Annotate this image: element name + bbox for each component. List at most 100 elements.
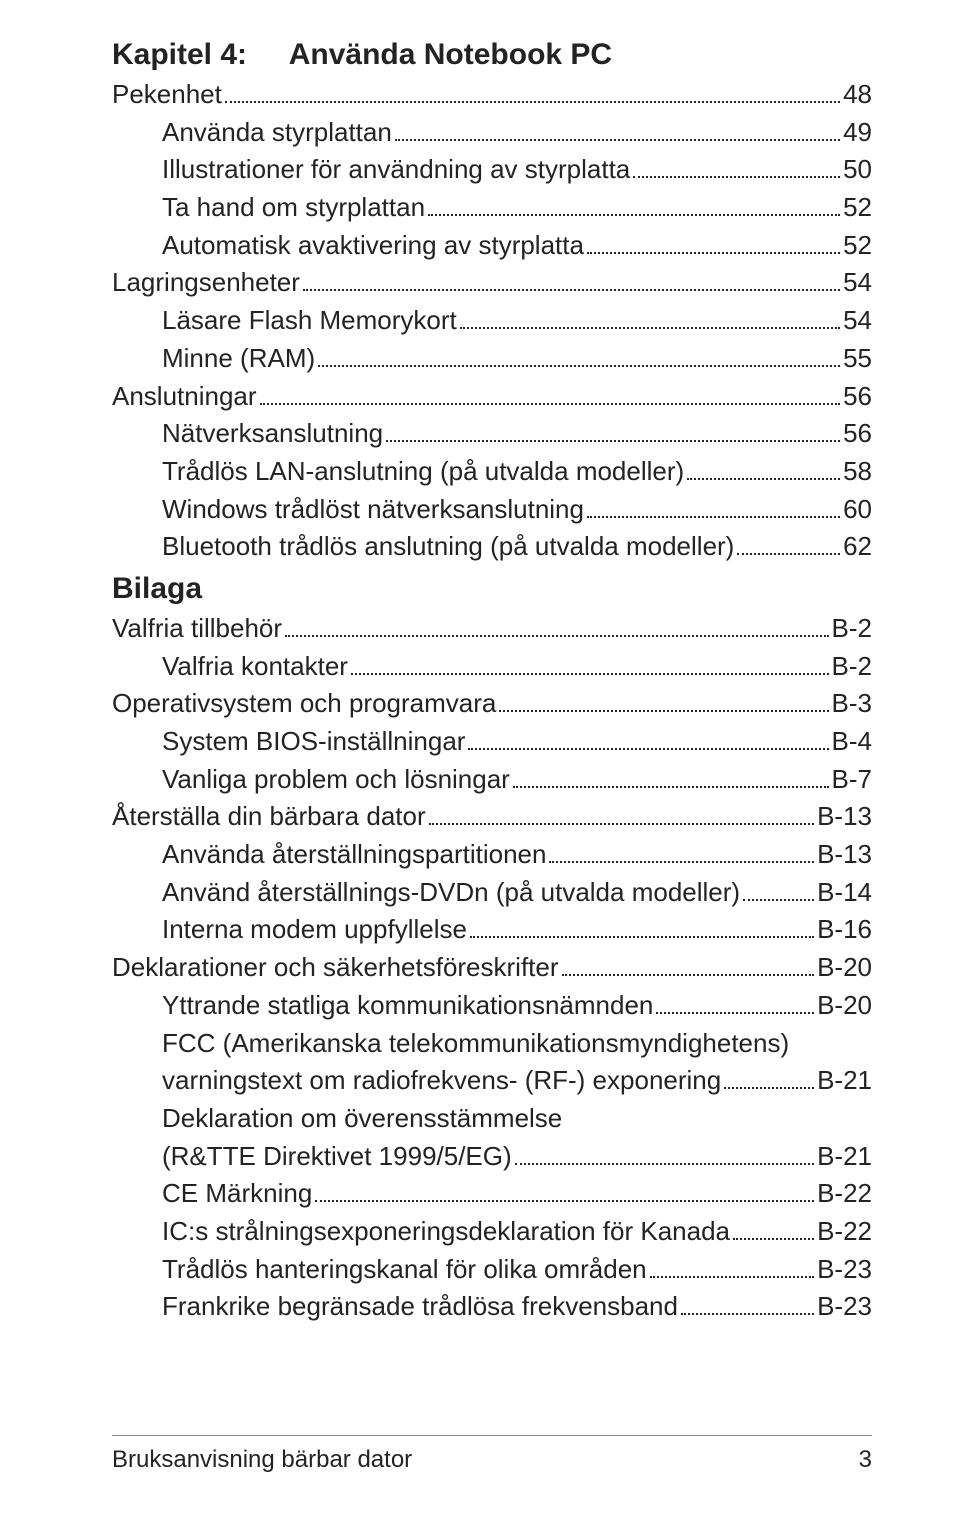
toc-entry: Använda styrplattan 49 — [112, 114, 872, 152]
toc-page-number: 52 — [843, 189, 872, 227]
page: Kapitel 4: Använda Notebook PC Pekenhet4… — [0, 0, 960, 1518]
toc-label: Trådlös hanteringskanal för olika område… — [162, 1251, 647, 1289]
toc-entry: Bluetooth trådlös anslutning (på utvalda… — [112, 528, 872, 566]
footer-left: Bruksanvisning bärbar dator — [112, 1446, 412, 1474]
toc-leader — [460, 306, 840, 329]
toc-leader — [315, 1179, 814, 1202]
toc-page-number: 62 — [843, 528, 872, 566]
toc-leader — [395, 117, 840, 140]
toc-label: Minne (RAM) — [162, 340, 315, 378]
toc-entry-multiline: Deklaration om överensstämmelse(R&TTE Di… — [112, 1100, 872, 1175]
toc-entry-multiline: FCC (Amerikanska telekommunikationsmyndi… — [112, 1025, 872, 1100]
toc-entry: Använda återställningspartitionenB-13 — [112, 836, 872, 874]
toc-page-number: B-13 — [817, 798, 872, 836]
toc-label: Lagringsenheter — [112, 264, 300, 302]
toc-page-number: B-21 — [817, 1062, 872, 1100]
toc-label: Operativsystem och programvara — [112, 685, 496, 723]
toc-label: Valfria tillbehör — [112, 610, 282, 648]
toc-entry: Minne (RAM) 55 — [112, 340, 872, 378]
toc-label: Anslutningar — [112, 378, 257, 416]
toc-page-number: 56 — [843, 415, 872, 453]
toc-page-number: 60 — [843, 491, 872, 529]
toc-page-number: B-23 — [817, 1251, 872, 1289]
toc-entry: Återställa din bärbara datorB-13 — [112, 798, 872, 836]
toc-page-number: B-20 — [817, 949, 872, 987]
toc-entry: System BIOS-inställningar B-4 — [112, 723, 872, 761]
toc-label: Deklaration om överensstämmelse — [162, 1100, 872, 1138]
toc-entry: Ta hand om styrplattan 52 — [112, 189, 872, 227]
toc-entry: Valfria tillbehör B-2 — [112, 610, 872, 648]
toc-leader — [470, 915, 814, 938]
toc-entry: Frankrike begränsade trådlösa frekvensba… — [112, 1288, 872, 1326]
toc-label: Läsare Flash Memorykort — [162, 302, 457, 340]
toc-leader — [351, 651, 829, 674]
toc-leader — [737, 532, 840, 555]
toc-label: Vanliga problem och lösningar — [162, 761, 510, 799]
toc-label: CE Märkning — [162, 1175, 312, 1213]
toc-label: Frankrike begränsade trådlösa frekvensba… — [162, 1288, 678, 1326]
toc-page-number: B-4 — [832, 723, 872, 761]
toc-leader — [515, 1141, 814, 1164]
toc-page-number: 48 — [843, 76, 872, 114]
toc-page-number: 58 — [843, 453, 872, 491]
toc-leader — [650, 1254, 814, 1277]
toc-leader — [656, 990, 814, 1013]
toc-page-number: B-3 — [832, 685, 872, 723]
chapter-label: Kapitel 4: — [112, 38, 247, 72]
toc-label: Ta hand om styrplattan — [162, 189, 425, 227]
toc-page-number: 55 — [843, 340, 872, 378]
toc-leader — [285, 614, 828, 637]
page-footer: Bruksanvisning bärbar dator 3 — [112, 1435, 872, 1474]
toc-entry: Operativsystem och programvara B-3 — [112, 685, 872, 723]
toc-label: System BIOS-inställningar — [162, 723, 465, 761]
toc-entry: Anslutningar 56 — [112, 378, 872, 416]
toc-page-number: 56 — [843, 378, 872, 416]
chapter-gap — [247, 38, 289, 72]
toc-entry: Yttrande statliga kommunikationsnämnden B… — [112, 987, 872, 1025]
toc-label: Windows trådlöst nätverksanslutning — [162, 491, 584, 529]
toc-page-number: B-16 — [817, 911, 872, 949]
toc-entry: Nätverksanslutning 56 — [112, 415, 872, 453]
toc-leader — [687, 456, 840, 479]
toc-page-number: B-20 — [817, 987, 872, 1025]
toc-label: (R&TTE Direktivet 1999/5/EG) — [162, 1138, 512, 1176]
toc-entry: Interna modem uppfyllelse B-16 — [112, 911, 872, 949]
appendix-heading: Bilaga — [112, 572, 872, 606]
toc-leader — [633, 155, 840, 178]
toc-entry: Deklarationer och säkerhetsföreskrifterB… — [112, 949, 872, 987]
toc-leader — [468, 727, 828, 750]
toc-entry: Lagringsenheter54 — [112, 264, 872, 302]
toc-label: Interna modem uppfyllelse — [162, 911, 467, 949]
toc-leader — [562, 953, 815, 976]
toc-entry: Illustrationer för användning av styrpla… — [112, 151, 872, 189]
toc-entry: Pekenhet48 — [112, 76, 872, 114]
toc-entry: IC:s strålningsexponeringsdeklaration fö… — [112, 1213, 872, 1251]
toc-entry: Använd återställnings-DVDn (på utvalda m… — [112, 874, 872, 912]
toc-page-number: 54 — [843, 302, 872, 340]
toc-leader — [587, 494, 840, 517]
toc-leader — [587, 230, 840, 253]
toc-page-number: B-13 — [817, 836, 872, 874]
toc-label: Använd återställnings-DVDn (på utvalda m… — [162, 874, 740, 912]
toc-page-number: B-2 — [832, 648, 872, 686]
toc-page-number: 52 — [843, 227, 872, 265]
toc-entry: Automatisk avaktivering av styrplatta52 — [112, 227, 872, 265]
toc-label: Bluetooth trådlös anslutning (på utvalda… — [162, 528, 734, 566]
toc-entry: Trådlös hanteringskanal för olika område… — [112, 1251, 872, 1289]
toc-leader — [303, 268, 840, 291]
toc-leader — [513, 764, 829, 787]
toc-leader — [733, 1217, 814, 1240]
toc-page-number: 50 — [843, 151, 872, 189]
toc-page-number: B-2 — [832, 610, 872, 648]
toc-page-number: B-23 — [817, 1288, 872, 1326]
toc-label: Nätverksanslutning — [162, 415, 383, 453]
toc-page-number: B-22 — [817, 1175, 872, 1213]
toc-leader — [499, 689, 828, 712]
toc-label: Valfria kontakter — [162, 648, 348, 686]
toc-leader — [743, 877, 814, 900]
toc-label: Använda styrplattan — [162, 114, 392, 152]
toc-label: Illustrationer för användning av styrpla… — [162, 151, 630, 189]
toc-leader — [260, 381, 841, 404]
toc-page-number: 49 — [843, 114, 872, 152]
toc-label: Yttrande statliga kommunikationsnämnden — [162, 987, 653, 1025]
